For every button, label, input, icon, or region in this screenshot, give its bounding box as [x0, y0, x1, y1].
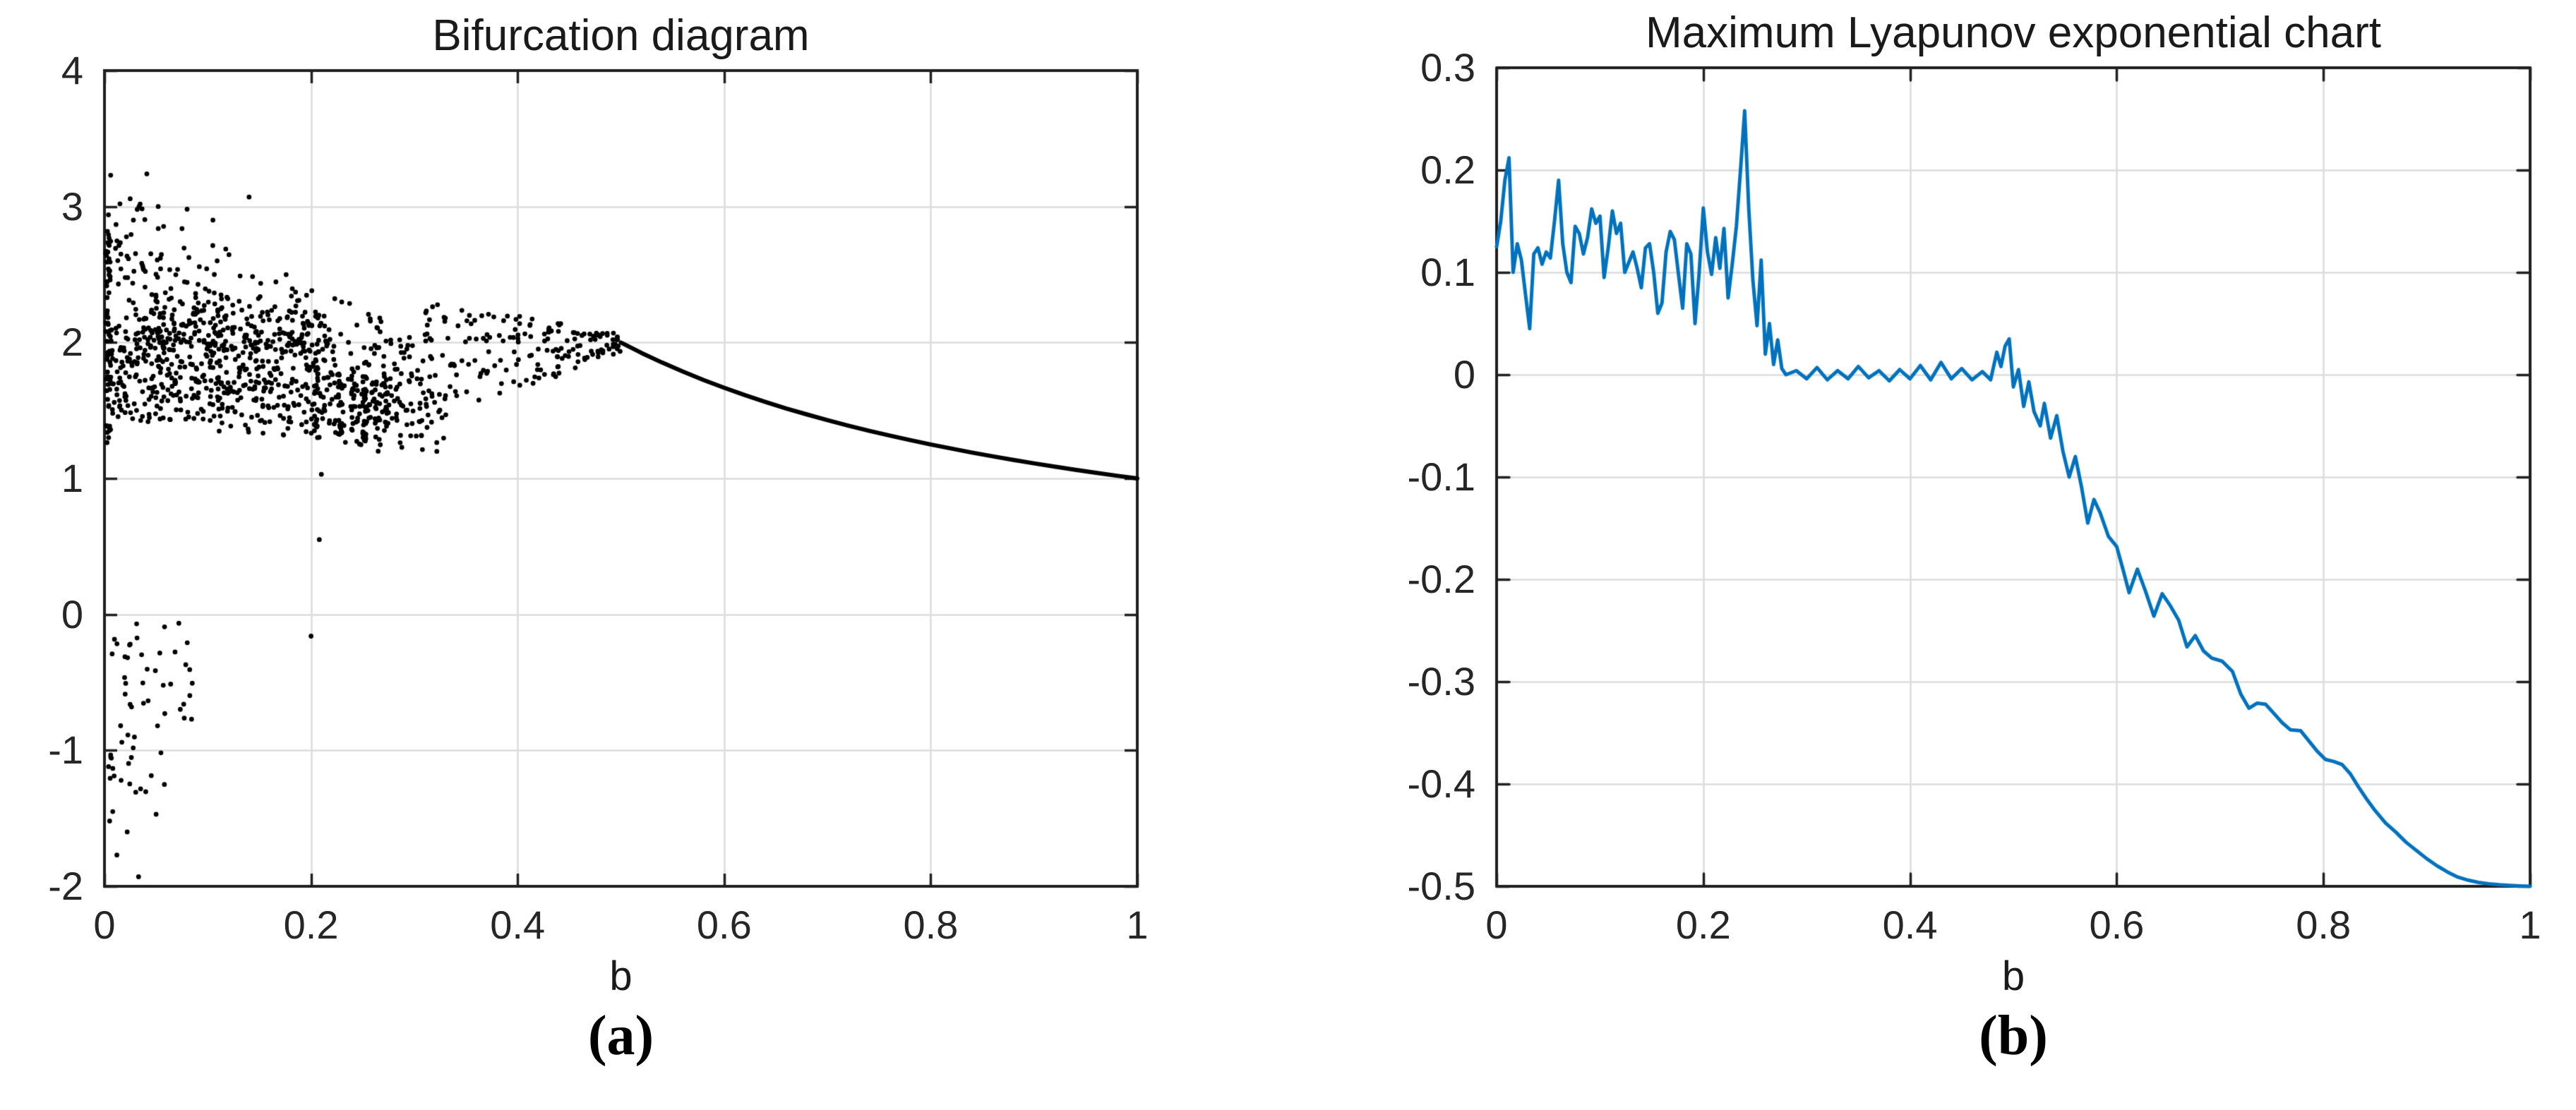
- y-tick-label: -0.1: [1407, 454, 1476, 499]
- x-tick-label: 0.2: [283, 903, 339, 947]
- y-tick-label: 3: [61, 183, 83, 229]
- y-tick-label: -2: [48, 864, 83, 908]
- x-tick-label: 0: [1485, 903, 1508, 947]
- x-tick-label: 1: [2519, 903, 2541, 947]
- x-tick-label: 0.2: [1675, 903, 1731, 947]
- chart-b-title: Maximum Lyapunov exponential chart: [1646, 8, 2381, 57]
- subfigure-caption-a: (a): [587, 1005, 654, 1067]
- y-tick-label: -1: [48, 728, 83, 773]
- y-tick-label: 4: [61, 48, 83, 92]
- y-tick-label: 0: [1453, 352, 1475, 397]
- x-tick-label: 0.8: [2296, 903, 2352, 947]
- chart-a-x-axis-label: b: [609, 953, 633, 999]
- y-tick-label: 0: [61, 591, 83, 637]
- x-tick-label: 1: [1126, 903, 1149, 947]
- subfigure-caption-b: (b): [1979, 1005, 2048, 1067]
- y-tick-label: -0.2: [1407, 557, 1476, 601]
- x-tick-label: 0.4: [1882, 903, 1938, 947]
- y-tick-label: 0.1: [1420, 250, 1475, 294]
- y-tick-label: 0.3: [1420, 45, 1475, 90]
- chart-b-x-axis-label: b: [2001, 953, 2025, 999]
- x-tick-label: 0.6: [2089, 903, 2145, 947]
- y-tick-label: -0.3: [1407, 659, 1476, 704]
- x-tick-label: 0.8: [903, 903, 959, 947]
- y-tick-label: -0.5: [1407, 864, 1476, 908]
- x-tick-label: 0.4: [490, 903, 546, 947]
- y-tick-label: -0.4: [1407, 761, 1476, 806]
- y-tick-label: 0.2: [1420, 147, 1475, 192]
- y-tick-label: 2: [61, 320, 83, 365]
- y-tick-label: 1: [61, 456, 83, 500]
- x-tick-label: 0: [93, 903, 116, 947]
- x-tick-label: 0.6: [696, 903, 752, 947]
- chart-a-title: Bifurcation diagram: [432, 11, 810, 60]
